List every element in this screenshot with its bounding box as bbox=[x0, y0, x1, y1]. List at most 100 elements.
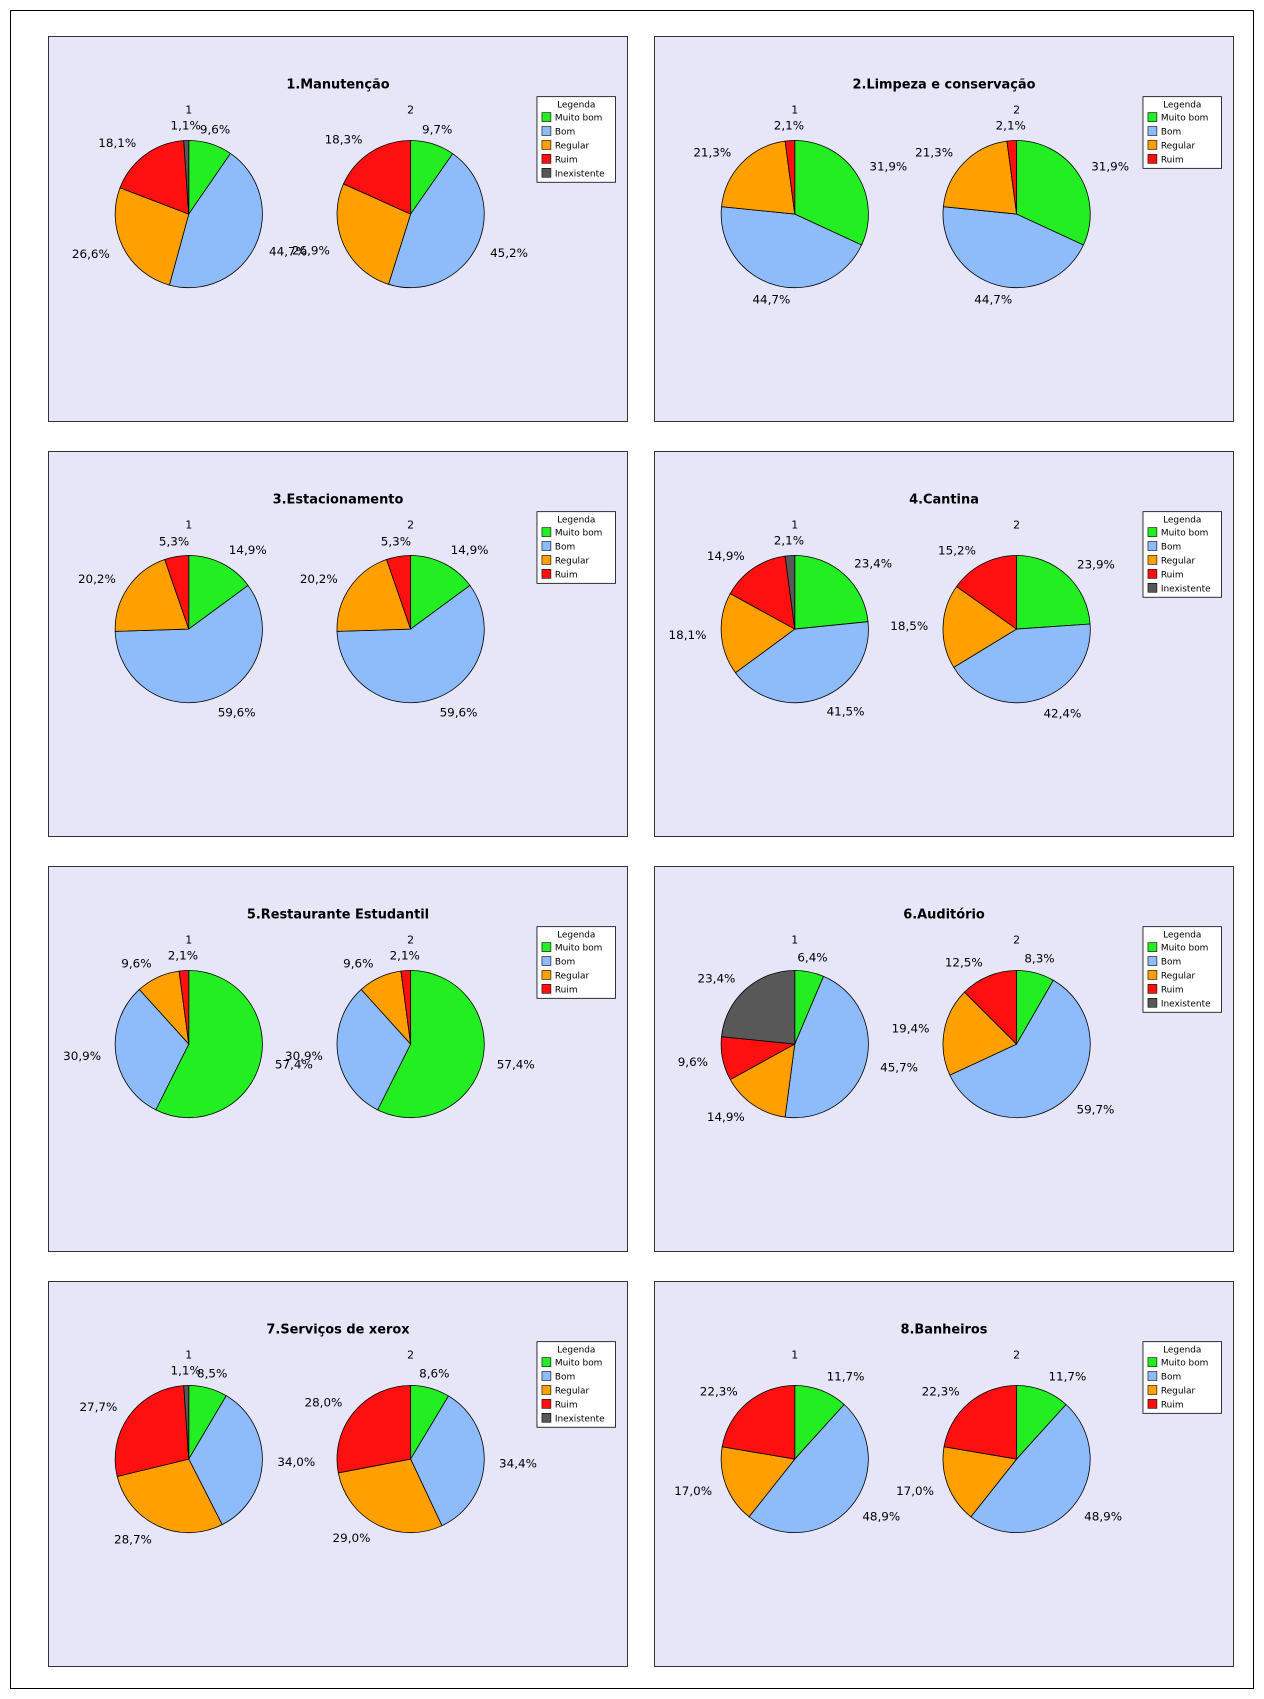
pie-slice-regular bbox=[116, 1458, 223, 1534]
slice-value-label: 14,9% bbox=[229, 543, 267, 557]
legend-swatch bbox=[1147, 956, 1158, 966]
pie-subtitle: 1 bbox=[185, 104, 192, 117]
legend-label: Inexistente bbox=[555, 169, 605, 179]
pie-chart-svg: 4.Cantina 1 23,4% 41,5% 18,1% 14,9% 2,1% 2 23,9%… bbox=[669, 493, 1222, 720]
legend-swatch bbox=[1147, 126, 1158, 136]
slice-value-label: 19,4% bbox=[892, 1022, 930, 1036]
chart-legend: Legenda Muito bom Bom Regular Ruim bbox=[1142, 1341, 1222, 1414]
slice-value-label: 22,3% bbox=[922, 1384, 960, 1398]
legend-label: Inexistente bbox=[555, 1414, 605, 1424]
legend-label: Muito bom bbox=[1161, 944, 1209, 954]
legend-swatch bbox=[541, 555, 552, 565]
slice-value-label: 21,3% bbox=[915, 145, 953, 159]
pie-slice-ruim bbox=[784, 140, 796, 215]
slice-value-label: 8,3% bbox=[1024, 952, 1054, 966]
pie-chart-svg: 3.Estacionamento 1 14,9% 59,6% 20,2% 5,3% 2 14,… bbox=[78, 493, 616, 720]
pie-subtitle: 2 bbox=[407, 1349, 414, 1362]
chart-title: 4.Cantina bbox=[909, 493, 979, 508]
pie-slice-bom bbox=[114, 988, 190, 1111]
legend-label: Regular bbox=[1161, 1386, 1196, 1396]
slice-value-label: 5,3% bbox=[381, 535, 411, 549]
legend-label: Muito bom bbox=[1161, 114, 1209, 124]
slice-value-label: 17,0% bbox=[896, 1484, 934, 1498]
slice-value-label: 23,9% bbox=[1077, 557, 1115, 571]
pie-slice-regular bbox=[729, 1043, 796, 1118]
pie-slice-bom bbox=[970, 1403, 1091, 1534]
slice-value-label: 2,1% bbox=[390, 949, 420, 963]
chart-legend: Legenda Muito bom Bom Regular Ruim Inexistent… bbox=[1142, 511, 1222, 598]
pie-2 bbox=[336, 970, 485, 1119]
chart-panel-2: 2.Limpeza e conservação 1 31,9% 44,7% 21,3% 2… bbox=[654, 36, 1234, 422]
slice-value-label: 9,6% bbox=[678, 1055, 708, 1069]
pie-slice-ruim bbox=[119, 140, 190, 215]
slice-value-label: 2,1% bbox=[774, 119, 804, 133]
pie-subtitle: 2 bbox=[1013, 104, 1020, 117]
slice-value-label: 26,9% bbox=[292, 243, 330, 257]
legend-label: Regular bbox=[555, 1386, 590, 1396]
legend-label: Muito bom bbox=[1161, 1359, 1209, 1369]
chart-title: 5.Restaurante Estudantil bbox=[247, 908, 429, 923]
pie-1 bbox=[720, 140, 869, 289]
pie-slice-regular bbox=[942, 1446, 1018, 1518]
legend-swatch bbox=[1147, 527, 1158, 537]
slice-value-label: 11,7% bbox=[1048, 1369, 1086, 1383]
pie-slice-ruim bbox=[336, 1385, 412, 1474]
legend-swatch bbox=[541, 126, 552, 136]
chart-legend: Legenda Muito bom Bom Regular Ruim Inexistent… bbox=[536, 1341, 616, 1428]
pie-slice-regular bbox=[114, 187, 190, 286]
legend-label: Muito bom bbox=[555, 114, 603, 124]
pie-slice-inexistente bbox=[784, 555, 796, 630]
chart-panel-1: 1.Manutenção 1 9,6% 44,7% 26,6% 18,1% 1,1% 2 9,7… bbox=[48, 36, 628, 422]
chart-legend: Legenda Muito bom Bom Regular Ruim bbox=[536, 511, 616, 584]
pie-2 bbox=[942, 970, 1091, 1119]
slice-value-label: 18,1% bbox=[669, 628, 707, 642]
slice-value-label: 23,4% bbox=[698, 971, 736, 985]
legend-title: Legenda bbox=[557, 931, 595, 941]
legend-label: Muito bom bbox=[555, 1359, 603, 1369]
slice-value-label: 14,9% bbox=[451, 543, 489, 557]
pie-slice-bom bbox=[336, 988, 412, 1111]
slice-value-label: 9,6% bbox=[121, 957, 151, 971]
legend-label: Bom bbox=[1161, 957, 1181, 967]
legend-label: Bom bbox=[1161, 1372, 1181, 1382]
pie-slice-regular bbox=[720, 593, 796, 674]
pie-1 bbox=[720, 555, 869, 704]
pie-subtitle: 2 bbox=[1013, 519, 1020, 532]
pie-chart-svg: 8.Banheiros 1 11,7% 48,9% 17,0% 22,3% 2 11,7% 48… bbox=[674, 1323, 1222, 1534]
pie-subtitle: 1 bbox=[185, 1349, 192, 1362]
chart-panel-3: 3.Estacionamento 1 14,9% 59,6% 20,2% 5,3% 2 14,… bbox=[48, 451, 628, 837]
chart-title: 7.Serviços de xerox bbox=[266, 1323, 410, 1338]
pie-chart-svg: 7.Serviços de xerox 1 8,5% 34,0% 28,7% 27,7% 1… bbox=[79, 1323, 616, 1547]
slice-value-label: 57,4% bbox=[497, 1057, 535, 1071]
legend-swatch bbox=[541, 168, 552, 178]
slice-value-label: 2,1% bbox=[168, 949, 198, 963]
slice-value-label: 17,0% bbox=[674, 1484, 712, 1498]
legend-label: Muito bom bbox=[1161, 529, 1209, 539]
pie-2 bbox=[336, 140, 485, 289]
legend-box bbox=[1142, 511, 1222, 598]
legend-label: Ruim bbox=[555, 1400, 578, 1410]
legend-title: Legenda bbox=[1163, 931, 1201, 941]
pie-slice-bom bbox=[188, 1395, 263, 1526]
legend-swatch bbox=[1147, 942, 1158, 952]
chart-legend: Legenda Muito bom Bom Regular Ruim bbox=[536, 926, 616, 999]
chart-legend: Legenda Muito bom Bom Regular Ruim Inexistent… bbox=[1142, 926, 1222, 1013]
slice-value-label: 30,9% bbox=[63, 1049, 101, 1063]
pie-subtitle: 1 bbox=[185, 934, 192, 947]
pie-slice-bom bbox=[720, 206, 863, 289]
slice-value-label: 23,4% bbox=[854, 556, 892, 570]
pie-2 bbox=[336, 555, 485, 704]
page-frame: 1.Manutenção 1 9,6% 44,7% 26,6% 18,1% 1,1% 2 9,7… bbox=[10, 10, 1254, 1689]
pie-2 bbox=[942, 555, 1091, 704]
pie-slice-inexistente bbox=[721, 970, 796, 1045]
slice-value-label: 14,9% bbox=[707, 1110, 745, 1124]
pie-slice-ruim bbox=[342, 140, 412, 215]
slice-value-label: 59,6% bbox=[218, 706, 256, 720]
slice-value-label: 34,4% bbox=[499, 1457, 537, 1471]
legend-swatch bbox=[1147, 140, 1158, 150]
pie-slice-bom bbox=[336, 584, 485, 704]
legend-label: Inexistente bbox=[1161, 999, 1211, 1009]
chart-panel-7: 7.Serviços de xerox 1 8,5% 34,0% 28,7% 27,7% 1… bbox=[48, 1281, 628, 1667]
pie-slice-regular bbox=[720, 1446, 796, 1518]
slice-value-label: 45,7% bbox=[880, 1060, 918, 1074]
